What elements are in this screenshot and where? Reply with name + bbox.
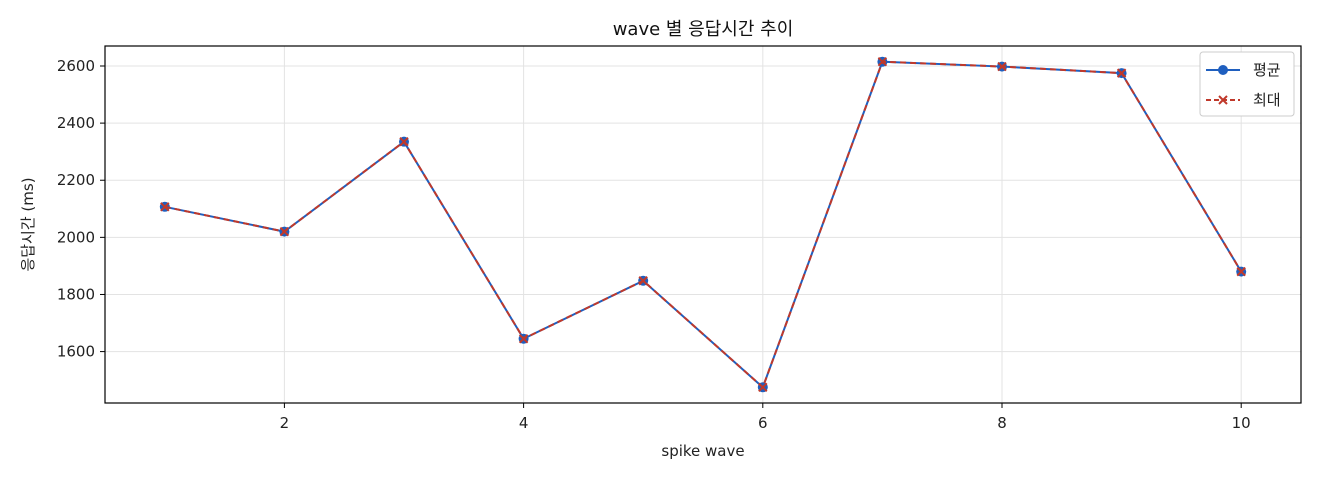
data-point-max <box>638 276 648 286</box>
x-tick-label: 2 <box>280 414 290 432</box>
y-tick-label: 2000 <box>57 228 95 246</box>
y-tick-label: 2600 <box>57 57 95 75</box>
series-layer <box>159 56 1247 393</box>
data-point-max <box>160 202 170 212</box>
x-axis-label: spike wave <box>661 442 744 460</box>
legend-label-max: 최대 <box>1253 91 1281 109</box>
legend-label-avg: 평균 <box>1253 61 1281 79</box>
legend-marker-max <box>1218 95 1228 105</box>
data-point-max <box>997 61 1007 72</box>
y-tick-label: 1800 <box>57 285 95 303</box>
data-point-max <box>1116 68 1127 78</box>
series-line-max <box>164 60 1243 390</box>
chart-title: wave 별 응답시간 추이 <box>613 19 794 40</box>
data-point-max <box>877 57 888 67</box>
plot-frame <box>104 45 1302 404</box>
data-point-max <box>518 334 529 344</box>
x-tick-label: 8 <box>997 414 1007 432</box>
x-tick-label: 4 <box>519 414 529 432</box>
axis-ticks: 2 4 6 8 10 1600 1800 2000 2200 2400 2600 <box>57 57 1251 432</box>
grid <box>105 46 1301 403</box>
y-axis-label: 응답시간 (ms) <box>19 177 37 271</box>
data-point-max <box>399 136 409 147</box>
y-tick-label: 2200 <box>57 171 95 189</box>
legend-marker-avg <box>1218 65 1228 75</box>
x-tick-label: 6 <box>758 414 768 432</box>
data-point-max <box>279 226 290 237</box>
data-point-max <box>758 382 768 392</box>
x-tick-label: 10 <box>1232 414 1251 432</box>
legend: 평균 최대 <box>1199 51 1295 117</box>
data-point-max <box>1236 266 1246 277</box>
y-tick-label: 1600 <box>57 343 95 361</box>
y-tick-label: 2400 <box>57 114 95 132</box>
series-line-avg <box>164 60 1243 390</box>
